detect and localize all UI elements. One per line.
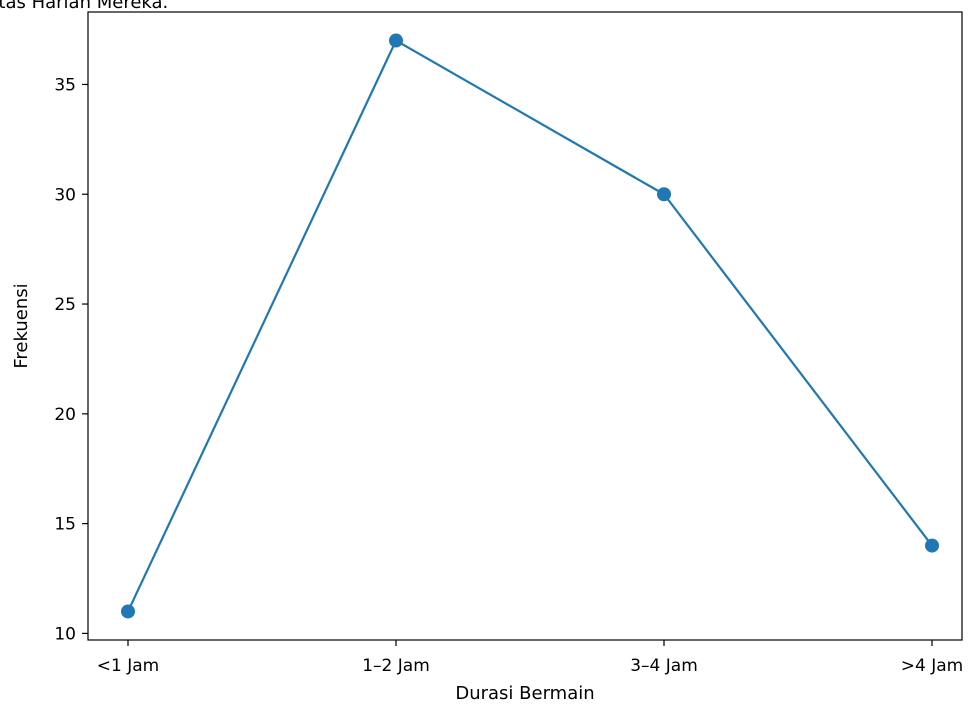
x-tick-label: 3–4 Jam	[630, 656, 698, 676]
data-point	[389, 33, 403, 48]
chart-title: ritas Harian Mereka.	[0, 0, 169, 13]
data-point	[121, 604, 135, 619]
data-point	[657, 187, 671, 202]
x-tick-label: >4 Jam	[901, 656, 963, 676]
y-tick-label: 35	[54, 75, 76, 95]
y-tick-label: 25	[54, 295, 76, 315]
y-tick-label: 20	[54, 405, 76, 425]
series-line	[127, 39, 933, 612]
plot-frame	[87, 11, 963, 641]
x-tick-label: 1–2 Jam	[362, 656, 430, 676]
data-point	[925, 538, 939, 553]
y-axis-label: Frekuensi	[11, 283, 32, 368]
y-tick-label: 10	[54, 624, 76, 644]
y-tick-label: 15	[54, 515, 76, 535]
x-tick-label: <1 Jam	[97, 656, 159, 676]
x-axis-label: Durasi Bermain	[455, 683, 594, 704]
y-tick-label: 30	[54, 185, 76, 205]
